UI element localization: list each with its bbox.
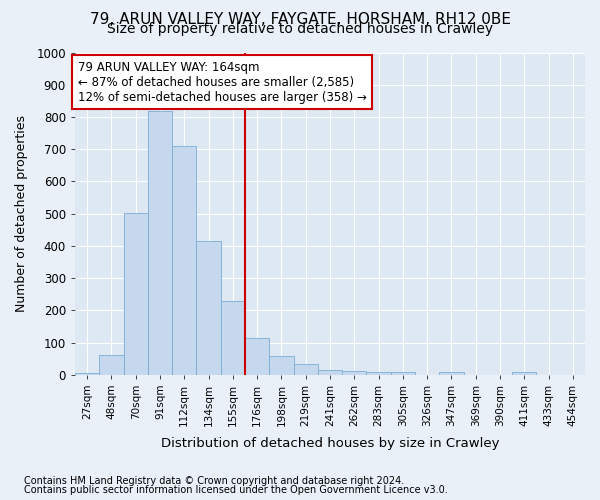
Bar <box>293 364 318 374</box>
Bar <box>318 370 342 374</box>
Bar <box>99 356 124 374</box>
Bar <box>75 373 99 374</box>
Bar <box>172 146 196 374</box>
Bar <box>124 212 148 374</box>
Bar <box>269 356 293 374</box>
Y-axis label: Number of detached properties: Number of detached properties <box>15 115 28 312</box>
X-axis label: Distribution of detached houses by size in Crawley: Distribution of detached houses by size … <box>161 437 499 450</box>
Bar <box>512 372 536 374</box>
Text: Contains public sector information licensed under the Open Government Licence v3: Contains public sector information licen… <box>24 485 448 495</box>
Bar <box>221 300 245 374</box>
Bar <box>439 372 464 374</box>
Bar <box>148 110 172 374</box>
Bar <box>391 372 415 374</box>
Text: 79, ARUN VALLEY WAY, FAYGATE, HORSHAM, RH12 0BE: 79, ARUN VALLEY WAY, FAYGATE, HORSHAM, R… <box>89 12 511 26</box>
Bar <box>342 371 367 374</box>
Text: Contains HM Land Registry data © Crown copyright and database right 2024.: Contains HM Land Registry data © Crown c… <box>24 476 404 486</box>
Bar <box>196 241 221 374</box>
Text: 79 ARUN VALLEY WAY: 164sqm
← 87% of detached houses are smaller (2,585)
12% of s: 79 ARUN VALLEY WAY: 164sqm ← 87% of deta… <box>77 60 367 104</box>
Text: Size of property relative to detached houses in Crawley: Size of property relative to detached ho… <box>107 22 493 36</box>
Bar <box>367 372 391 374</box>
Bar <box>245 338 269 374</box>
